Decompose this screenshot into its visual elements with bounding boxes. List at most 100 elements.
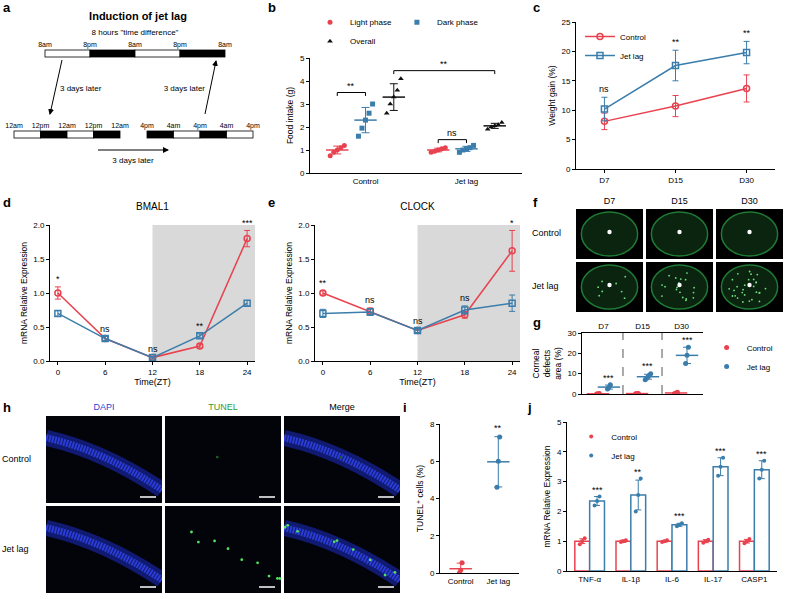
svg-text:4: 4: [430, 494, 435, 503]
svg-text:8am: 8am: [38, 41, 52, 48]
svg-text:20: 20: [561, 47, 570, 56]
svg-text:Light phase: Light phase: [350, 18, 392, 27]
svg-text:8am: 8am: [218, 41, 232, 48]
svg-text:6: 6: [430, 457, 435, 466]
svg-text:D15: D15: [668, 176, 683, 185]
svg-text:1.5: 1.5: [33, 255, 45, 264]
svg-text:4pm: 4pm: [140, 122, 154, 130]
svg-text:6: 6: [368, 368, 373, 377]
svg-text:TNF-α: TNF-α: [578, 575, 601, 584]
svg-text:30: 30: [567, 329, 576, 338]
svg-text:8pm: 8pm: [173, 41, 187, 49]
svg-text:2: 2: [300, 123, 305, 132]
svg-text:20: 20: [567, 349, 576, 358]
svg-text:***: ***: [674, 511, 685, 521]
svg-text:3 days later: 3 days later: [60, 84, 102, 93]
svg-text:Jet lag: Jet lag: [747, 363, 771, 372]
svg-text:1.0: 1.0: [33, 289, 45, 298]
svg-text:2: 2: [430, 532, 435, 541]
svg-text:mRNA Relative Expression: mRNA Relative Expression: [19, 242, 29, 344]
svg-text:12: 12: [413, 368, 422, 377]
svg-text:Cornealdefectsarea (%): Cornealdefectsarea (%): [531, 347, 563, 380]
svg-text:D7: D7: [599, 176, 610, 185]
svg-text:5: 5: [557, 418, 562, 427]
svg-text:D30: D30: [739, 176, 754, 185]
svg-text:ns: ns: [100, 324, 110, 334]
svg-text:1.5: 1.5: [298, 255, 310, 264]
svg-text:2.0: 2.0: [298, 221, 310, 230]
svg-text:Control: Control: [353, 177, 379, 186]
svg-text:8: 8: [430, 420, 435, 429]
svg-text:ns: ns: [460, 293, 470, 303]
svg-text:***: ***: [592, 485, 603, 495]
svg-text:*: *: [510, 218, 514, 228]
svg-text:**: **: [634, 467, 642, 477]
svg-text:8am: 8am: [128, 41, 142, 48]
svg-text:CASP1: CASP1: [741, 575, 768, 584]
svg-text:D7: D7: [598, 322, 609, 331]
svg-text:**: **: [672, 37, 680, 47]
svg-text:Time(ZT): Time(ZT): [134, 377, 171, 387]
svg-text:ns: ns: [413, 316, 423, 326]
svg-text:5: 5: [566, 135, 571, 144]
svg-text:2.0: 2.0: [33, 221, 45, 230]
svg-text:12am: 12am: [58, 122, 76, 129]
svg-text:12am: 12am: [5, 122, 23, 129]
svg-text:D30: D30: [674, 322, 689, 331]
svg-text:3: 3: [300, 100, 305, 109]
svg-text:**: **: [440, 59, 448, 69]
svg-text:***: ***: [682, 335, 693, 345]
svg-text:8 hours "time difference": 8 hours "time difference": [92, 28, 179, 37]
svg-text:4pm: 4pm: [246, 122, 260, 130]
svg-text:**: **: [319, 278, 327, 288]
svg-text:1: 1: [557, 537, 562, 546]
svg-text:18: 18: [460, 368, 469, 377]
svg-text:0: 0: [56, 368, 61, 377]
svg-text:0: 0: [572, 390, 577, 399]
svg-text:ns: ns: [447, 128, 457, 138]
svg-text:Time(ZT): Time(ZT): [399, 377, 436, 387]
svg-text:0: 0: [321, 368, 326, 377]
svg-text:10: 10: [567, 369, 576, 378]
svg-text:D15: D15: [635, 322, 650, 331]
svg-text:***: ***: [242, 218, 253, 228]
svg-text:**: **: [196, 321, 204, 331]
svg-text:0: 0: [300, 169, 305, 178]
svg-text:0.5: 0.5: [298, 323, 310, 332]
svg-text:Control: Control: [620, 33, 646, 42]
svg-text:10: 10: [561, 106, 570, 115]
svg-text:Weight gain (%): Weight gain (%): [547, 65, 557, 125]
svg-text:Jet lag: Jet lag: [611, 452, 635, 461]
svg-text:*: *: [56, 274, 60, 284]
svg-text:Jet lag: Jet lag: [455, 177, 479, 186]
svg-text:ns: ns: [365, 295, 375, 305]
svg-text:4: 4: [300, 77, 305, 86]
svg-text:0: 0: [557, 567, 562, 576]
svg-text:1: 1: [300, 146, 305, 155]
svg-text:***: ***: [642, 361, 653, 371]
svg-text:Jet lag: Jet lag: [620, 52, 644, 61]
svg-text:12pm: 12pm: [85, 122, 103, 130]
svg-text:ns: ns: [599, 84, 609, 94]
svg-text:4am: 4am: [220, 122, 234, 129]
svg-text:0: 0: [430, 569, 435, 578]
svg-text:0.5: 0.5: [33, 323, 45, 332]
svg-text:***: ***: [756, 449, 767, 459]
svg-text:6: 6: [103, 368, 108, 377]
svg-text:24: 24: [243, 368, 252, 377]
svg-text:mRNA Relative Expression: mRNA Relative Expression: [542, 445, 552, 547]
svg-text:25: 25: [561, 18, 570, 27]
svg-text:Control: Control: [448, 577, 474, 586]
svg-text:IL-1β: IL-1β: [622, 575, 641, 584]
svg-text:TUNEL⁺ cells (%): TUNEL⁺ cells (%): [415, 465, 425, 532]
svg-text:Induction of jet lag: Induction of jet lag: [89, 10, 187, 22]
svg-text:3 days later: 3 days later: [112, 156, 154, 165]
svg-text:3 days later: 3 days later: [164, 84, 206, 93]
svg-text:Dark phase: Dark phase: [437, 18, 478, 27]
svg-text:**: **: [347, 81, 355, 91]
svg-text:12am: 12am: [111, 122, 129, 129]
svg-text:5: 5: [300, 54, 305, 63]
svg-text:IL-17: IL-17: [704, 575, 723, 584]
svg-text:2: 2: [557, 507, 562, 516]
svg-text:12pm: 12pm: [32, 122, 50, 130]
